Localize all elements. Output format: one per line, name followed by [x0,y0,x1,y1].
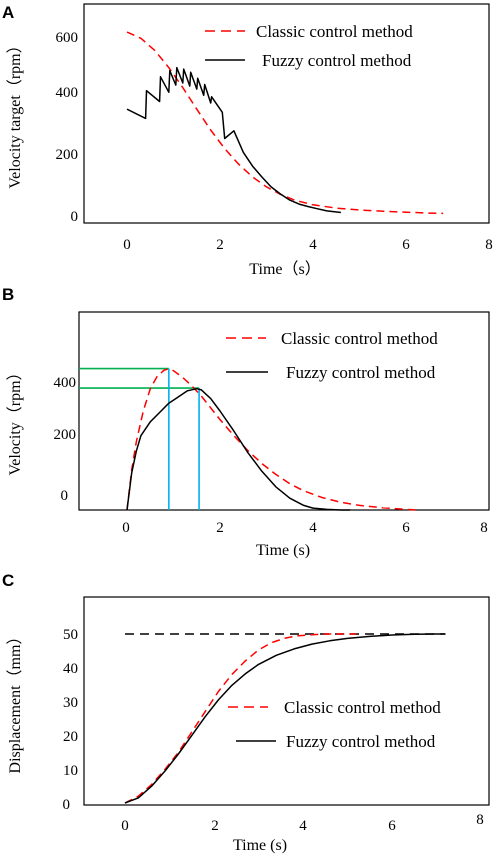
panel-a-series-fuzzy-line [126,66,341,214]
panel-c-xtick-6: 6 [388,818,396,834]
panel-c-ytick-0: 0 [63,797,71,813]
panel-b-ytick-200: 200 [54,427,77,443]
panel-c-ytick-50: 50 [63,627,78,643]
panel-c-xtick-8: 8 [476,812,484,828]
panel-b-frame [78,311,490,511]
panel-b-ytick-0: 0 [61,488,69,504]
panel-b-ytick-400: 400 [54,375,77,391]
panel-b-xlabel: Time (s) [256,542,310,559]
panel-b-ylabel: Velocity（rpm） [6,364,24,475]
panel-a-series-classic-line [126,31,444,215]
panel-c-legend-fuzzy-label: Fuzzy control method [286,732,436,751]
panel-a-ylabel: Velocity target（rpm） [6,37,24,188]
panel-a-xtick-4: 4 [309,237,317,253]
panel-b-plot [79,367,420,511]
panel-c-xlabel: Time (s) [233,837,287,854]
panel-b-legend: Classic control method Fuzzy control met… [226,329,438,382]
panel-a-xtick-8: 8 [485,237,493,253]
panel-c-ytick-10: 10 [63,763,78,779]
panel-c-xtick-4: 4 [299,818,307,834]
panel-a-xtick-6: 6 [402,237,410,253]
panel-a-xlabel: Time（s） [249,260,320,278]
panel-a-letter: A [2,3,14,22]
panel-a-frame [83,3,490,224]
panel-b-legend-classic-label: Classic control method [281,329,438,348]
panel-b-xtick-4: 4 [309,520,317,536]
panel-b-series-fuzzy-line [126,387,351,511]
panel-b: B Velocity（rpm） Time (s) 0 2 4 6 8 0 200… [2,285,490,559]
panel-c-yticks: 0 10 20 30 40 50 [63,627,79,813]
panel-a-ytick-400: 400 [56,85,79,101]
panel-b-xticks: 0 2 4 6 8 [122,520,488,536]
panel-a-xtick-0: 0 [123,237,131,253]
panel-b-letter: B [2,285,14,304]
panel-c-series-classic-line [124,633,357,804]
panel-a-xtick-2: 2 [216,237,224,253]
panel-a-plot [126,31,444,215]
panel-c-xtick-0: 0 [121,818,129,834]
panel-a-ytick-0: 0 [71,209,79,225]
panel-a-xticks: 0 2 4 6 8 [123,237,493,253]
panel-b-legend-fuzzy-label: Fuzzy control method [286,363,436,382]
panel-b-xtick-8: 8 [480,520,488,536]
panel-c-ytick-30: 30 [63,695,78,711]
panel-a-yticks: 0 200 400 600 [56,30,79,225]
panel-a-legend-classic-label: Classic control method [256,22,413,41]
panel-b-xtick-0: 0 [122,520,130,536]
panel-c-ylabel: Displacement（mm） [6,629,24,774]
panel-a-ytick-600: 600 [56,30,79,46]
panel-c-legend-classic-label: Classic control method [284,698,441,717]
panel-a-legend-fuzzy-label: Fuzzy control method [262,51,412,70]
panel-c-ytick-40: 40 [63,661,78,677]
panel-c-ytick-20: 20 [63,729,78,745]
panel-b-yticks: 0 200 400 [54,375,77,504]
panel-c-plot [124,633,446,804]
panel-c-legend: Classic control method Fuzzy control met… [228,698,441,751]
panel-b-xtick-6: 6 [402,520,410,536]
panel-c-letter: C [2,571,14,590]
panel-b-xtick-2: 2 [216,520,224,536]
panel-c: C Displacement（mm） Time (s) 0 2 4 6 8 0 … [2,571,490,854]
panel-b-series-classic-line [126,368,420,511]
panel-a-legend: Classic control method Fuzzy control met… [205,22,413,70]
panel-c-frame [83,596,490,806]
panel-c-xtick-2: 2 [211,818,219,834]
panel-c-series-fuzzy-line [124,633,446,804]
panel-a: A Velocity target（rpm） Time（s） 0 2 4 6 8… [2,3,493,278]
panel-a-ytick-200: 200 [56,147,79,163]
panel-c-xticks: 0 2 4 6 8 [121,812,484,834]
